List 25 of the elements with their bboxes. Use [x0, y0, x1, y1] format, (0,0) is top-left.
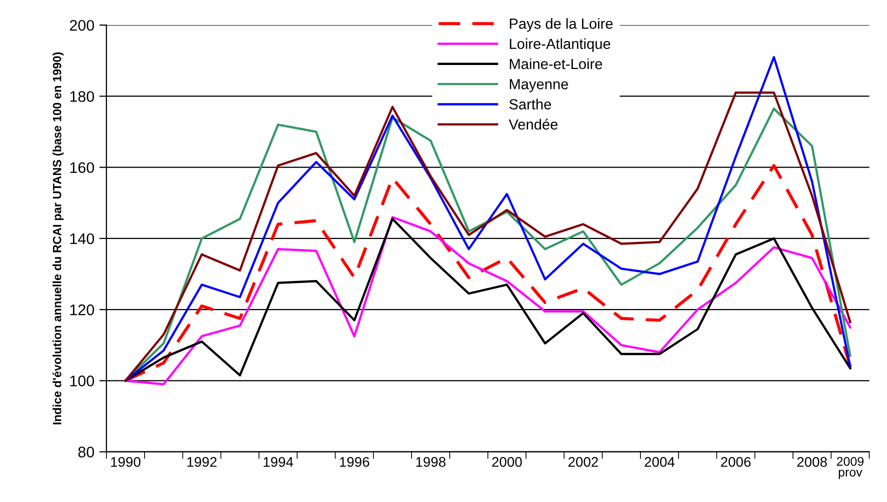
y-tick-label: 100 [70, 376, 94, 386]
y-tick-label: 140 [70, 233, 94, 244]
y-tick-label: 160 [70, 162, 94, 174]
x-tick-label: 1998 [416, 457, 446, 467]
y-tick-label: 200 [70, 20, 94, 31]
x-tick-label: 2008 [797, 457, 827, 467]
legend-label: Pays de la Loire [510, 18, 613, 32]
legend-label: Mayenne [510, 79, 568, 92]
x-tick-label: 2009 prov [836, 456, 864, 480]
x-tick-label: 2002 [568, 457, 598, 467]
legend-label: Vendée [508, 118, 558, 130]
x-tick-label: 2006 [721, 457, 751, 467]
x-tick-label: 1996 [340, 457, 370, 467]
x-tick-label: 2000 [492, 457, 522, 467]
x-tick-label: 1990 [111, 457, 140, 467]
legend-label: Maine-et-Loire [510, 58, 602, 70]
y-tick-label: 120 [70, 304, 94, 316]
legend-label: Sarthe [509, 98, 552, 110]
x-tick-label: 2004 [644, 457, 675, 467]
x-tick-label: 1994 [264, 457, 294, 467]
x-tick-label: 1992 [187, 457, 217, 467]
y-tick-label: 80 [78, 446, 94, 458]
y-axis-title: Indice d'évolution annuelle du RCAI par UTANS (base 100 en 1990) [52, 52, 64, 424]
y-tick-label: 180 [70, 91, 94, 102]
legend-label: Loire-Atlantique [510, 38, 610, 52]
